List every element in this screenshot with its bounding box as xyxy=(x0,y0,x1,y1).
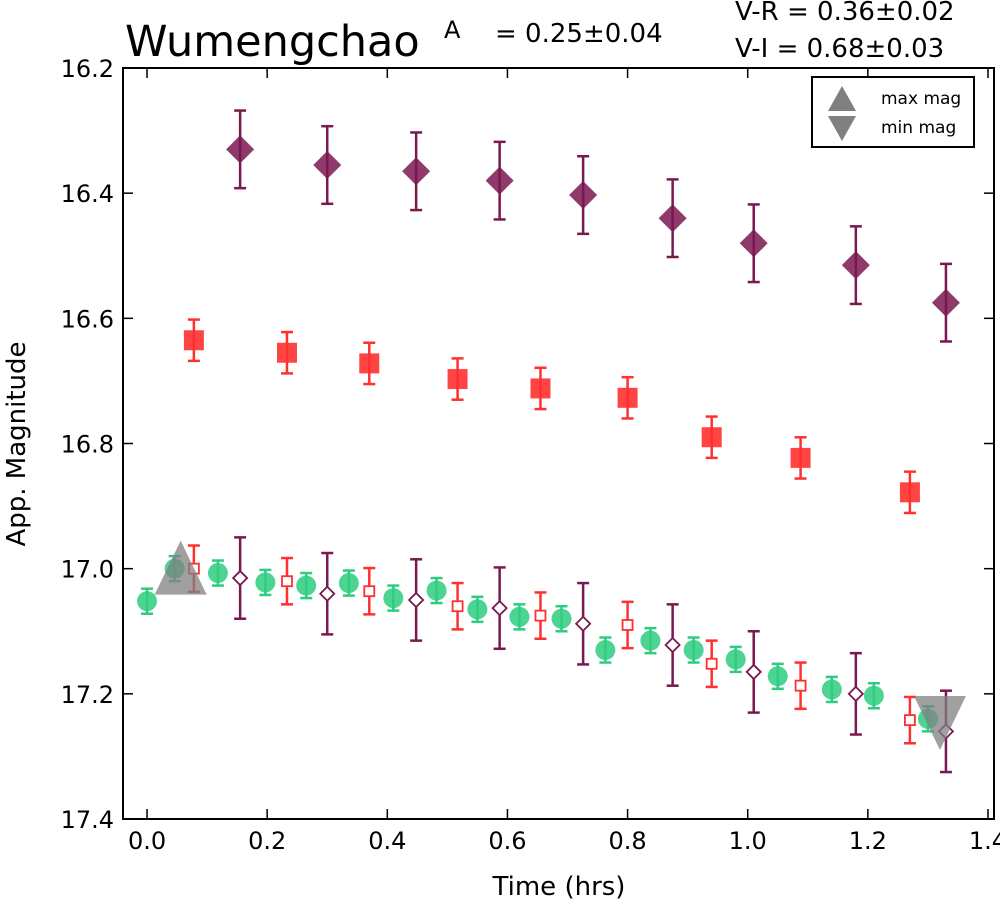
x-tick-label: 1.4 xyxy=(969,827,1000,855)
data-point-s2 xyxy=(338,573,359,594)
data-point-s2 xyxy=(296,575,317,596)
legend: max mag min mag xyxy=(811,76,975,148)
data-point-s2 xyxy=(725,649,746,670)
data-point-s2 xyxy=(595,640,616,661)
data-point-s0 xyxy=(485,166,514,195)
data-point-s3 xyxy=(904,714,916,727)
data-point-s4 xyxy=(318,585,336,602)
data-point-s0 xyxy=(313,151,342,180)
title-superscript: A xyxy=(444,16,461,44)
data-point-s3 xyxy=(621,619,634,631)
data-point-s2 xyxy=(821,679,842,700)
a-value-annotation: = 0.25±0.04 xyxy=(495,19,663,49)
x-tick-label: 1.0 xyxy=(729,827,767,855)
x-tick-label: 0.8 xyxy=(608,827,646,855)
legend-min-mag-marker xyxy=(828,116,856,141)
axes: 0.0 0.2 0.4 0.6 0.8 1.0 1.2 1.4 16.2 16.4 16.6 16.8… xyxy=(61,55,1000,855)
chart-title: Wumengchao xyxy=(125,17,420,67)
data-point-s1 xyxy=(701,427,722,448)
y-tick-label: 16.6 xyxy=(61,305,114,333)
y-tick-label: 17.0 xyxy=(61,556,114,584)
max-mag-marker xyxy=(154,540,207,595)
data-point-s1 xyxy=(276,342,297,363)
data-point-s0 xyxy=(931,288,960,317)
data-point-s4 xyxy=(491,599,508,617)
data-point-s2 xyxy=(383,588,404,609)
data-point-s2 xyxy=(767,666,788,687)
data-point-s1 xyxy=(899,482,920,503)
y-tick-label: 17.4 xyxy=(61,806,114,834)
legend-min-mag-label: min mag xyxy=(881,118,956,138)
data-point-s3 xyxy=(794,679,807,692)
x-axis-label: Time (hrs) xyxy=(492,872,626,901)
data-point-s0 xyxy=(739,229,768,258)
data-point-s3 xyxy=(451,600,464,613)
data-point-s2 xyxy=(467,599,488,620)
y-axis-label: App. Magnitude xyxy=(2,341,32,546)
data-point-s4 xyxy=(664,636,681,654)
data-point-s0 xyxy=(569,181,598,210)
legend-max-mag-marker xyxy=(828,86,856,111)
data-point-s0 xyxy=(402,157,431,186)
data-point-s3 xyxy=(363,585,376,598)
plot-area xyxy=(137,109,966,774)
data-point-s2 xyxy=(640,630,661,651)
x-tick-label: 0.6 xyxy=(488,827,526,855)
data-point-s2 xyxy=(863,685,884,706)
data-point-s2 xyxy=(137,591,158,612)
data-point-s1 xyxy=(790,447,811,468)
y-tick-label: 17.2 xyxy=(61,681,114,709)
data-point-s1 xyxy=(183,330,204,351)
data-point-s4 xyxy=(745,663,762,681)
data-point-s2 xyxy=(207,563,228,584)
data-point-s2 xyxy=(509,606,530,627)
data-point-s4 xyxy=(847,685,865,703)
data-point-s0 xyxy=(226,135,255,164)
data-point-s4 xyxy=(574,615,592,633)
data-point-s3 xyxy=(705,657,718,670)
x-tick-label: 0.0 xyxy=(128,827,166,855)
data-point-s2 xyxy=(551,608,572,629)
data-point-s2 xyxy=(683,640,704,661)
data-point-s4 xyxy=(231,569,249,587)
data-point-s3 xyxy=(281,575,293,588)
v-i-annotation: V-I = 0.68±0.03 xyxy=(735,34,944,64)
y-tick-label: 16.4 xyxy=(61,180,114,208)
plot-frame xyxy=(122,67,995,820)
data-point-s3 xyxy=(534,609,547,622)
legend-max-mag-label: max mag xyxy=(881,89,961,109)
x-tick-label: 0.4 xyxy=(368,827,406,855)
data-point-s1 xyxy=(617,387,638,408)
min-mag-marker xyxy=(913,695,966,750)
y-tick-label: 16.8 xyxy=(61,431,114,459)
y-tick-label: 16.2 xyxy=(61,55,114,83)
data-point-s1 xyxy=(447,369,468,390)
data-point-s1 xyxy=(359,353,380,374)
x-tick-label: 0.2 xyxy=(248,827,286,855)
data-point-s2 xyxy=(255,572,276,593)
data-point-s2 xyxy=(426,580,447,601)
data-point-s0 xyxy=(658,204,687,233)
v-r-annotation: V-R = 0.36±0.02 xyxy=(735,0,955,27)
x-tick-label: 1.2 xyxy=(849,827,887,855)
data-point-s1 xyxy=(530,378,551,399)
data-point-s0 xyxy=(841,251,870,280)
data-point-s4 xyxy=(407,591,425,609)
